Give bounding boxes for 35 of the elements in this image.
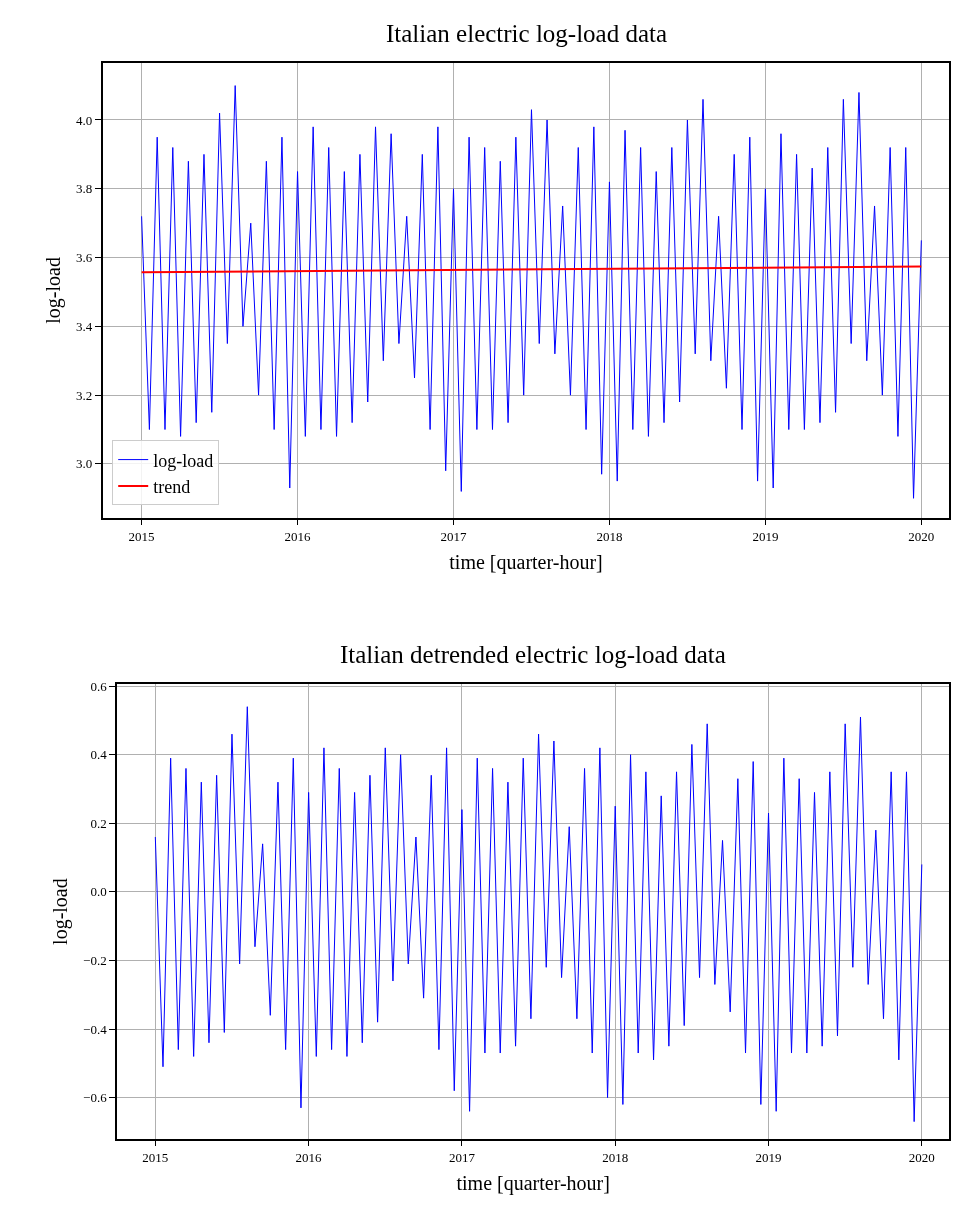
x-tick-label: 2016 bbox=[284, 528, 312, 544]
y-tick-label: 0.6 bbox=[90, 678, 108, 694]
y-tick-label: −0.4 bbox=[83, 1021, 108, 1037]
x-tick-label: 2019 bbox=[752, 528, 779, 544]
y-tick-label: 0.4 bbox=[90, 747, 108, 763]
x-axis-title: time [quarter-hour] bbox=[456, 1172, 610, 1196]
legend-label: log-load bbox=[153, 450, 214, 471]
x-tick-label: 2018 bbox=[602, 1150, 629, 1166]
x-tick-label: 2015 bbox=[142, 1150, 169, 1166]
x-axis-title: time [quarter-hour] bbox=[449, 550, 603, 574]
line-series bbox=[141, 85, 922, 499]
y-tick-label: 3.4 bbox=[76, 318, 93, 334]
y-tick-label: 3.8 bbox=[76, 181, 93, 197]
x-tick-label: 2020 bbox=[908, 1150, 935, 1166]
y-tick-label: 3.2 bbox=[76, 387, 93, 403]
x-tick-label: 2016 bbox=[295, 1150, 323, 1166]
x-tick-label: 2017 bbox=[440, 528, 467, 544]
y-tick-label: 3.6 bbox=[76, 250, 93, 266]
x-tick-label: 2015 bbox=[128, 528, 155, 544]
y-axis-title: log-load bbox=[42, 257, 66, 324]
y-tick-label: 0.2 bbox=[90, 815, 107, 831]
y-axis-title: log-load bbox=[49, 878, 73, 945]
y-tick-label: 3.0 bbox=[76, 456, 93, 472]
x-tick-label: 2018 bbox=[596, 528, 623, 544]
line-series bbox=[154, 706, 923, 1123]
y-tick-label: −0.2 bbox=[83, 953, 107, 968]
chart-title: Italian detrended electric log-load data bbox=[340, 641, 726, 668]
x-tick-label: 2020 bbox=[908, 528, 935, 544]
x-tick-label: 2019 bbox=[755, 1150, 782, 1166]
y-tick-label: 4.0 bbox=[76, 112, 93, 128]
legend-label: trend bbox=[153, 477, 191, 497]
chart-title: Italian electric log-load data bbox=[386, 20, 668, 47]
y-tick-label: −0.6 bbox=[83, 1090, 108, 1106]
y-tick-label: 0.0 bbox=[90, 884, 107, 900]
x-tick-label: 2017 bbox=[448, 1150, 476, 1166]
